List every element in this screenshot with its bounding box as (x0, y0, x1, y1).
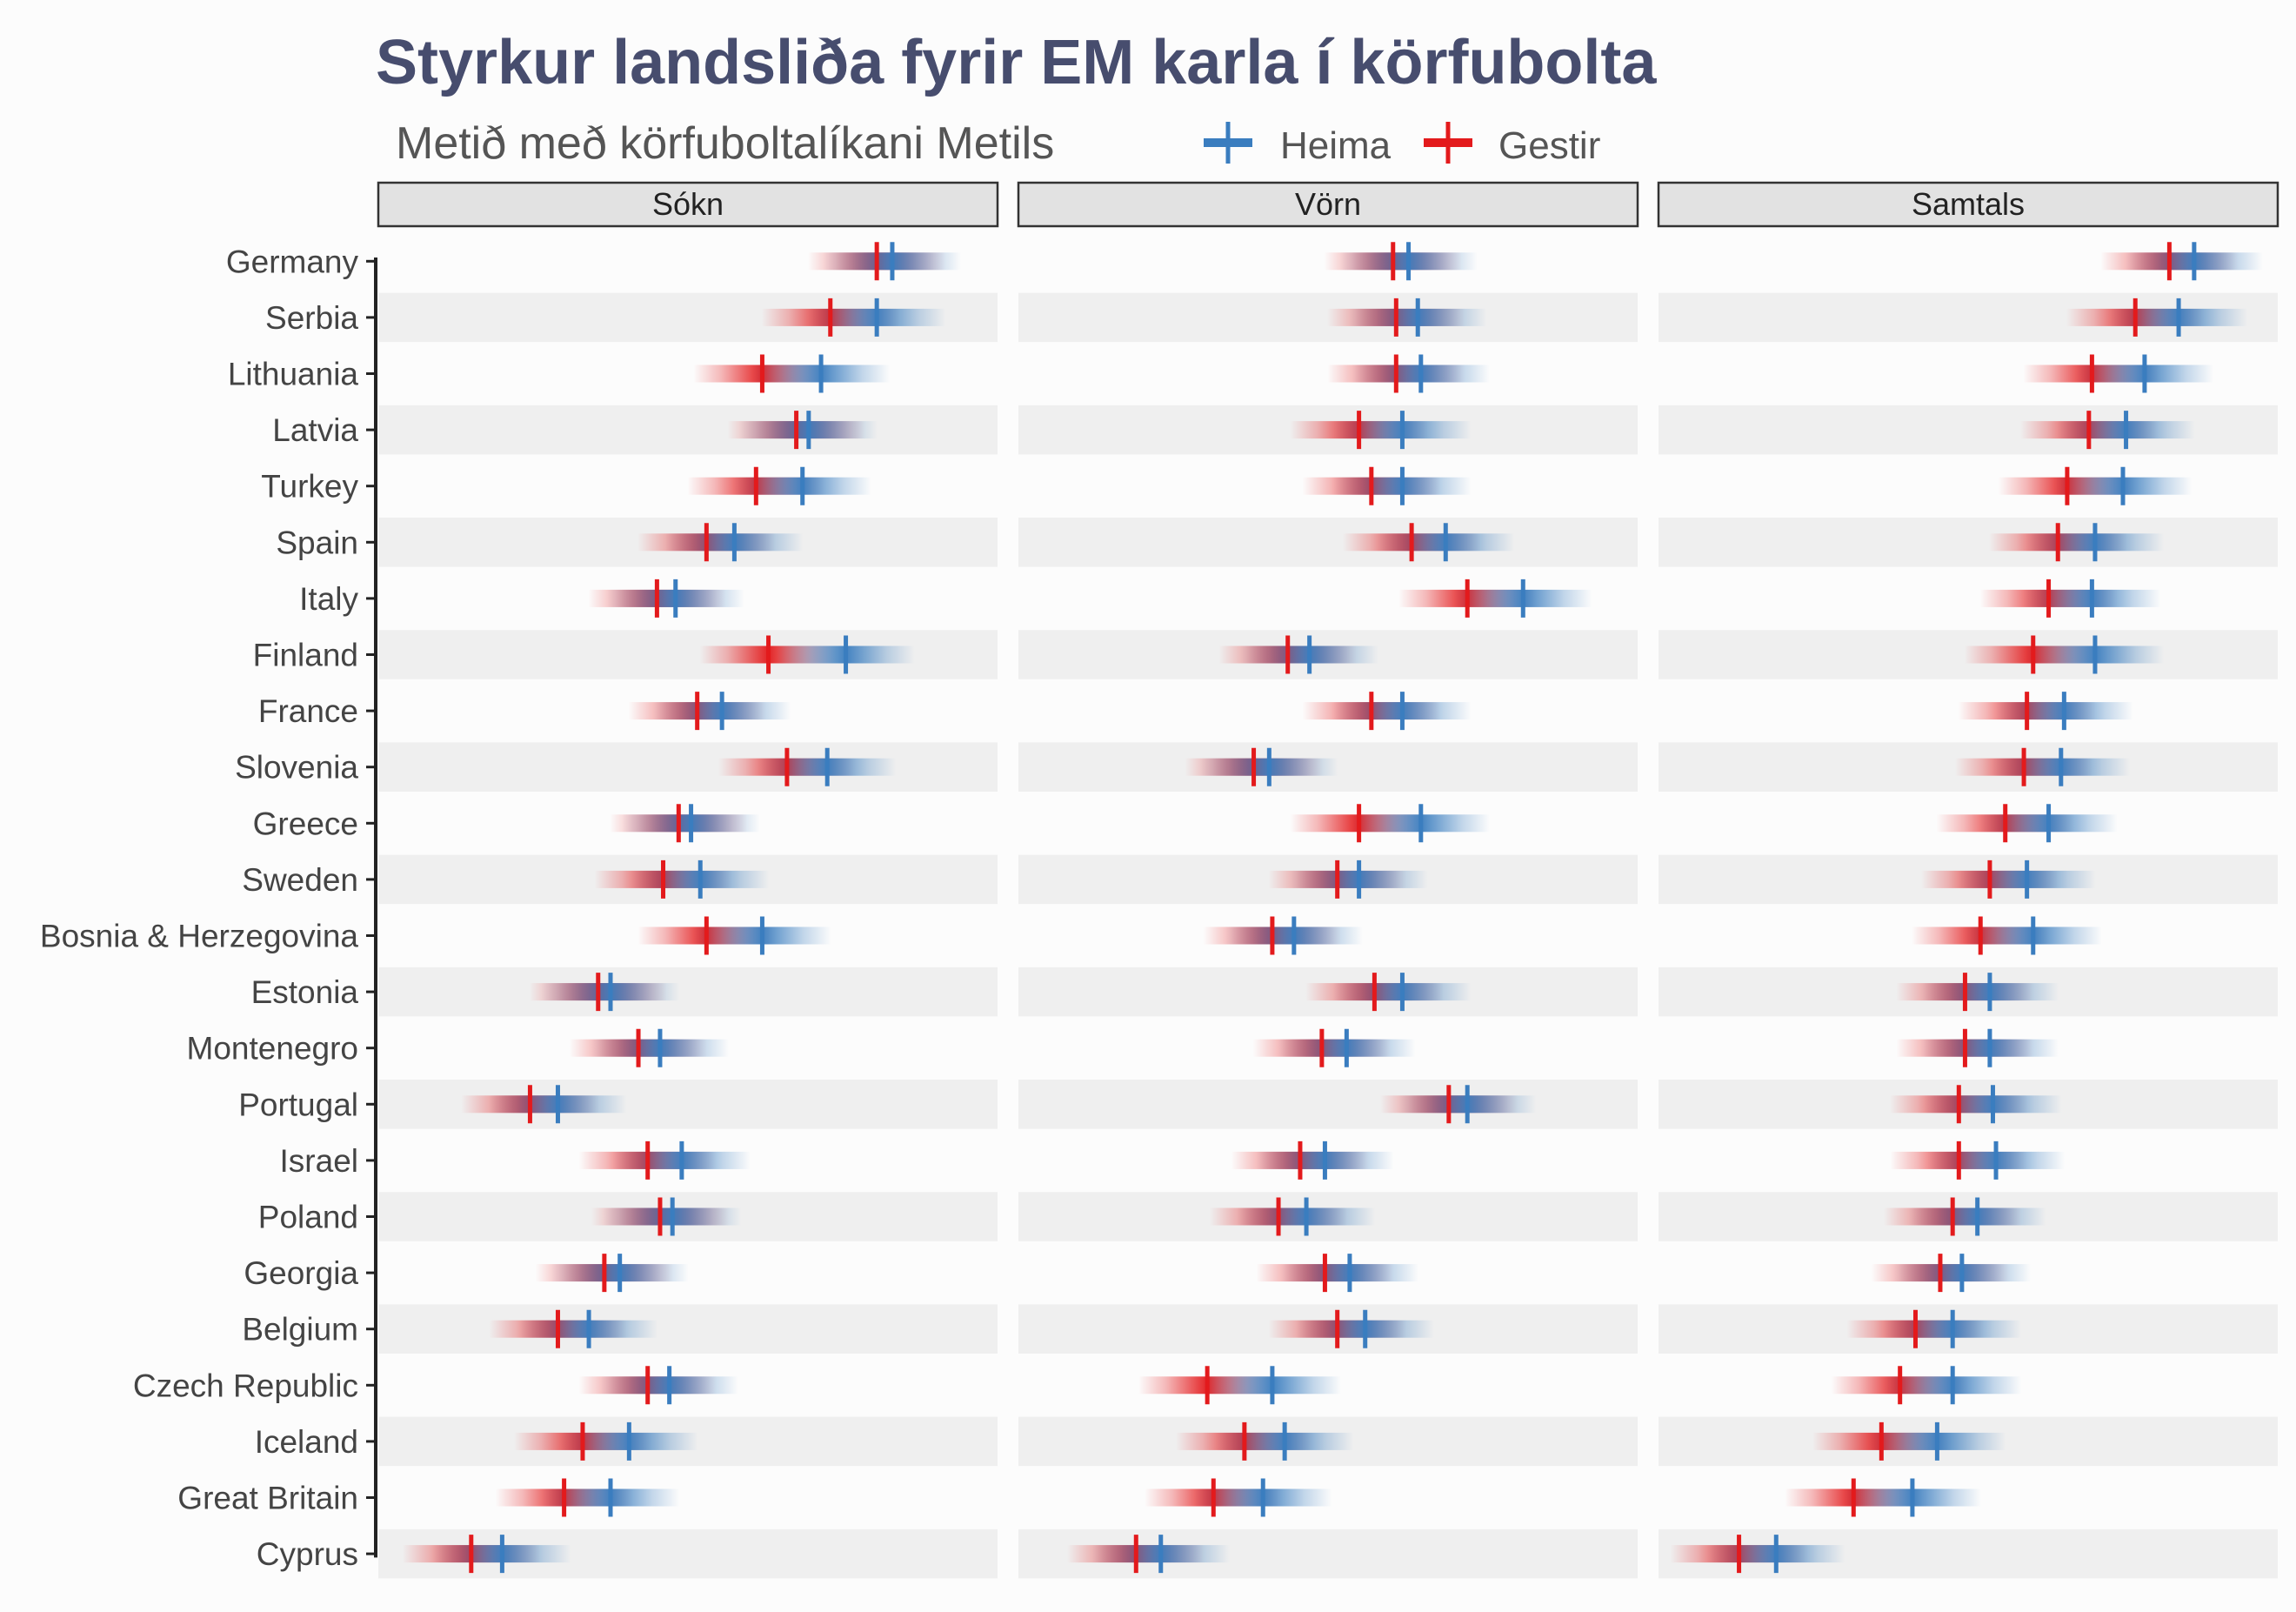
chart-subtitle: Metið með körfuboltalíkani Metils (396, 118, 1054, 169)
y-tick-label: Latvia (272, 412, 358, 448)
row-band (378, 742, 998, 792)
y-tick-label: Sweden (242, 862, 358, 898)
panel-strip-label-sokn: Sókn (652, 186, 724, 222)
y-tick-label: Cyprus (257, 1536, 358, 1572)
y-tick-label: Belgium (242, 1312, 358, 1348)
legend: Heima Gestir (1204, 122, 1600, 167)
y-tick-label: Montenegro (187, 1031, 358, 1067)
y-axis: Germany Serbia Lithuania Latvia Turkey Spain I… (40, 244, 377, 1572)
row-band (1018, 1080, 1638, 1129)
row-band (378, 1473, 998, 1522)
chart-title: Styrkur landsliða fyrir EM karla í körfu… (376, 28, 1657, 97)
panel-strip-sokn (377, 181, 999, 228)
y-tick-label: Iceland (255, 1424, 358, 1460)
y-tick-label: Germany (226, 244, 359, 279)
panel-strip-samtals (1657, 181, 2279, 228)
panel-samtals: Samtals (1657, 181, 2279, 1579)
y-tick-label: Poland (258, 1200, 358, 1235)
y-tick-label: Portugal (238, 1087, 358, 1122)
legend-label-away: Gestir (1498, 124, 1600, 167)
y-tick-label: Czech Republic (133, 1368, 358, 1403)
y-tick-label: Great Britain (177, 1481, 358, 1516)
row-band (378, 967, 998, 1017)
panel-strip-label-samtals: Samtals (1912, 186, 2025, 222)
row-band (1018, 518, 1638, 567)
panel-strip-label-vorn: Vörn (1295, 186, 1361, 222)
y-tick-label: Greece (253, 806, 358, 841)
y-tick-label: Italy (299, 581, 358, 617)
y-tick-label: Finland (253, 638, 358, 673)
panel-vorn: Vörn (1017, 181, 1639, 1579)
row-band (378, 349, 998, 398)
row-band (378, 405, 998, 455)
row-band (378, 1304, 998, 1354)
row-band (1659, 518, 2278, 567)
panels: Sókn Vörn Samtals (377, 181, 2279, 1579)
y-tick-label: Slovenia (235, 750, 358, 786)
y-tick-label: Bosnia & Herzegovina (40, 919, 359, 954)
y-tick-label: Israel (280, 1143, 358, 1179)
y-tick-label: Spain (276, 525, 358, 560)
y-tick-label: Estonia (251, 974, 359, 1010)
y-tick-label: Turkey (261, 469, 358, 505)
y-tick-label: Serbia (265, 300, 358, 336)
y-tick-label: Georgia (244, 1255, 358, 1291)
panel-strip-vorn (1017, 181, 1639, 228)
y-tick-label: France (258, 693, 358, 729)
legend-label-home: Heima (1280, 124, 1392, 167)
y-tick-label: Lithuania (228, 357, 359, 392)
panel-sokn: Sókn (377, 181, 999, 1579)
row-band (1659, 573, 2278, 624)
